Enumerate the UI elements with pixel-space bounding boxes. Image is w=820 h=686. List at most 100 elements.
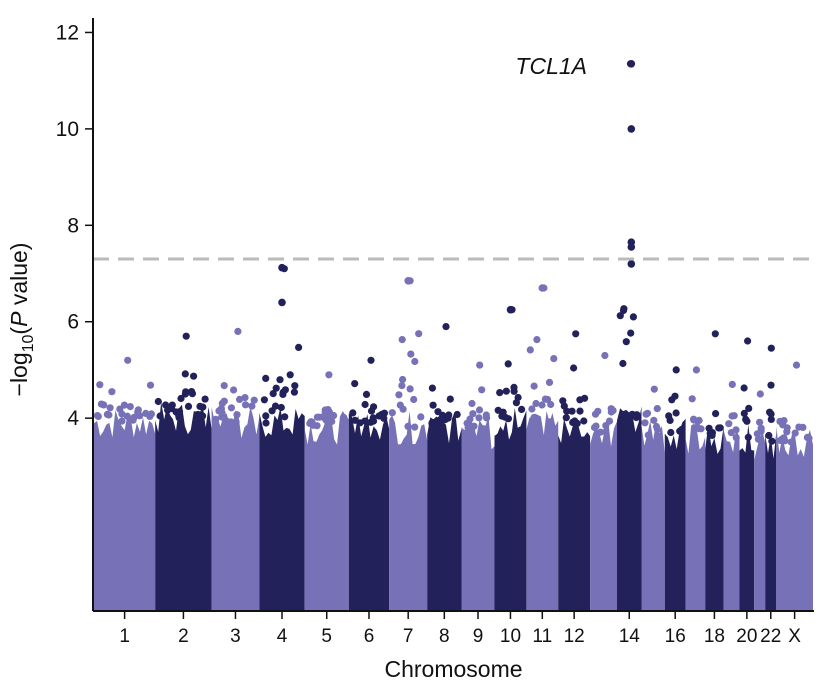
chromosome-3-top-snp	[234, 327, 242, 335]
snp-point	[742, 415, 750, 423]
chromosome-6-band	[348, 356, 390, 611]
chromosome-20-top-snp	[744, 337, 752, 345]
top-hits	[278, 60, 636, 314]
snp-point	[787, 438, 795, 446]
snp-point	[233, 411, 241, 419]
snp-point	[768, 437, 776, 445]
x-axis-title: Chromosome	[384, 656, 522, 682]
snp-point	[480, 425, 488, 433]
snp-point	[688, 395, 696, 403]
snp-point	[453, 410, 461, 419]
snp-point	[504, 360, 512, 368]
x-tick-label-9: 9	[473, 626, 484, 647]
y-axis-title-p: P	[6, 311, 32, 327]
snp-point	[290, 388, 298, 396]
snp-point	[108, 388, 116, 396]
chromosome-15-density	[641, 420, 665, 611]
snp-point	[120, 401, 128, 409]
snp-point	[269, 390, 277, 398]
y-axis-title-subscript: 10	[20, 334, 37, 352]
x-tick-label-12: 12	[564, 626, 585, 647]
snp-point	[779, 421, 787, 429]
snp-point	[248, 402, 256, 410]
snp-point	[154, 397, 162, 406]
hit-chr14	[627, 125, 636, 133]
snp-point	[538, 401, 546, 409]
snp-point	[512, 399, 521, 407]
chromosome-19-band	[723, 380, 740, 611]
chromosome-11-band	[526, 284, 559, 611]
snp-point	[616, 312, 624, 320]
snp-point	[446, 395, 454, 403]
snp-point	[404, 422, 412, 430]
snp-point	[428, 384, 436, 392]
snp-point	[410, 395, 418, 404]
snp-point	[445, 411, 453, 419]
snp-point	[528, 405, 536, 413]
snp-point	[96, 381, 104, 389]
snp-point	[181, 370, 189, 378]
chromosome-8-density	[427, 411, 462, 611]
snp-point	[568, 407, 576, 415]
chromosome-6-density	[348, 413, 390, 611]
snp-point	[232, 418, 240, 426]
chromosome-7-band	[388, 277, 428, 611]
snp-point	[182, 388, 190, 396]
chromosome-4-density	[259, 407, 305, 611]
snp-point	[629, 313, 638, 321]
hit-chr11	[538, 284, 547, 292]
snp-point	[428, 420, 436, 428]
snp-point	[665, 412, 673, 420]
snp-point	[654, 432, 662, 440]
snp-point	[570, 364, 578, 372]
snp-point	[541, 395, 550, 403]
snp-point	[580, 417, 588, 425]
y-tick-label-10: 10	[56, 118, 79, 141]
snp-point	[93, 412, 101, 420]
snp-point	[590, 423, 599, 432]
snp-point	[632, 413, 641, 422]
snp-point	[177, 394, 185, 403]
snp-point	[530, 413, 538, 422]
snp-point	[644, 431, 652, 439]
chromosome-8-band	[427, 323, 462, 611]
snp-point	[220, 382, 228, 390]
chromosome-12-density	[558, 418, 591, 611]
snp-point	[196, 402, 204, 410]
chromosome-13-band	[590, 351, 617, 611]
x-tick-label-18: 18	[704, 626, 725, 647]
snp-point	[227, 404, 235, 412]
snp-point	[581, 394, 589, 402]
snp-point	[349, 409, 357, 417]
snp-point	[545, 378, 554, 386]
snp-point	[607, 405, 615, 413]
snp-point	[406, 385, 414, 393]
chromosome-10-density	[494, 408, 527, 611]
snp-point	[260, 396, 268, 404]
snp-point	[323, 417, 331, 425]
snp-point	[395, 391, 403, 399]
snp-point	[501, 413, 509, 421]
x-axis: 1 2 3 4 5 6 7 8 9 10 11 12 14 16 18 20 22 X	[93, 610, 814, 647]
snp-point	[518, 405, 526, 413]
snp-point	[732, 434, 740, 442]
snp-point	[695, 425, 703, 433]
snp-point	[212, 415, 220, 423]
snp-point	[295, 343, 303, 351]
snp-point	[369, 414, 377, 422]
snp-point	[642, 410, 650, 418]
snp-point	[767, 415, 775, 423]
chromosome-X-density	[776, 426, 813, 611]
chromosome-5-density	[304, 411, 349, 611]
x-tick-label-10: 10	[500, 626, 521, 647]
snp-point	[795, 423, 803, 431]
snp-point	[559, 397, 567, 405]
x-tick-label-14: 14	[619, 626, 641, 647]
snp-point	[550, 355, 558, 363]
chromosome-21-top-snp	[756, 390, 764, 398]
chromosome-22-density	[765, 432, 777, 611]
chromosome-18-density	[705, 424, 724, 611]
snp-point	[388, 409, 396, 417]
snp-point	[361, 400, 369, 409]
